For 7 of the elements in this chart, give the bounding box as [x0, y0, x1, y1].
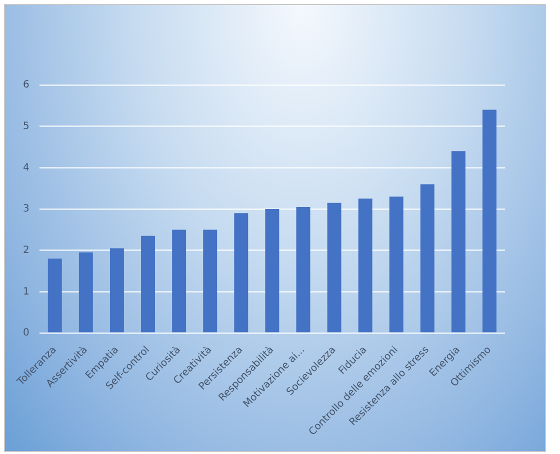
y-tick-label: 0: [22, 328, 30, 339]
y-tick-label: 3: [22, 204, 30, 215]
y-tick-label: 5: [22, 120, 30, 132]
y-tick-label: 1: [22, 286, 30, 298]
y-tick-label: 4: [22, 162, 30, 174]
y-tick-label: 2: [22, 244, 30, 256]
y-tick-label: 6: [22, 80, 30, 91]
